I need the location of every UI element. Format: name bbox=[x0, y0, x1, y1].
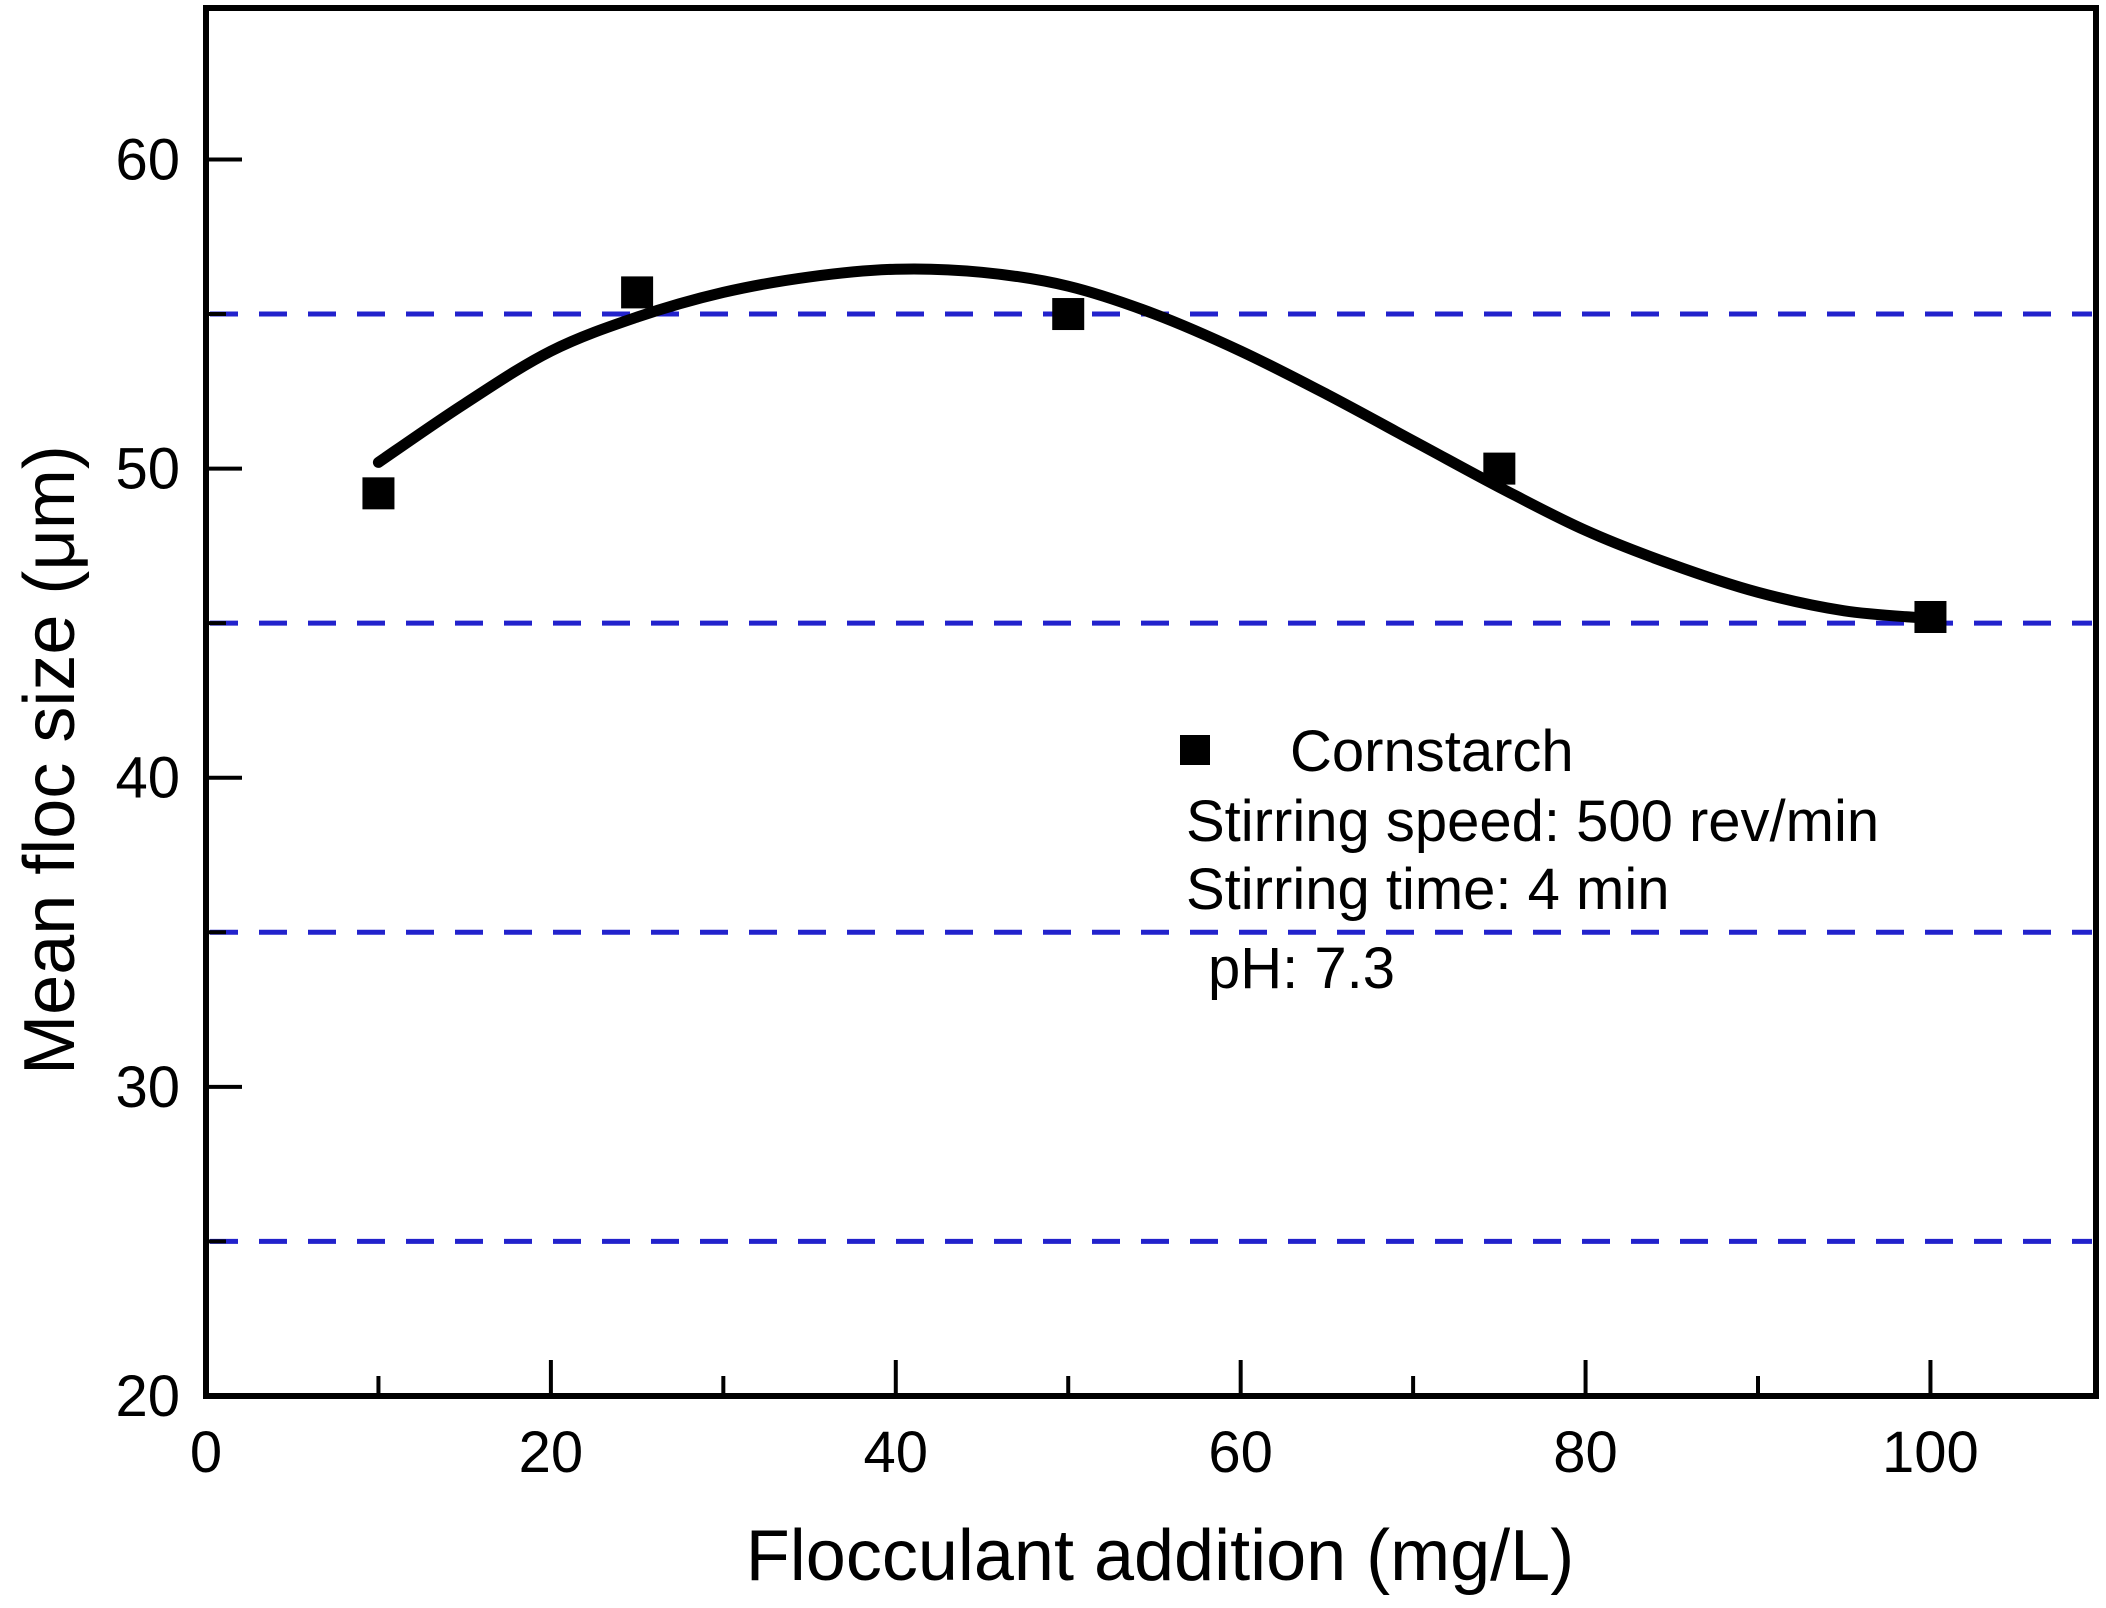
annotation-line: Stirring speed: 500 rev/min bbox=[1186, 789, 1879, 854]
data-points bbox=[362, 276, 1947, 633]
x-tick-label: 20 bbox=[519, 1420, 584, 1485]
x-tick-label: 40 bbox=[864, 1420, 929, 1485]
data-point-square bbox=[1483, 452, 1516, 485]
x-tick-label: 100 bbox=[1882, 1420, 1979, 1485]
annotation-line: Stirring time: 4 min bbox=[1186, 857, 1669, 922]
reference-dashed-lines bbox=[210, 311, 2092, 1244]
x-tick-label: 0 bbox=[190, 1420, 222, 1485]
fit-curve-path bbox=[372, 263, 1936, 624]
data-point-square bbox=[362, 477, 395, 510]
plot-border bbox=[203, 5, 2099, 1399]
y-tick-label: 60 bbox=[115, 127, 180, 192]
fit-curve bbox=[372, 263, 1936, 624]
x-tick-label: 60 bbox=[1208, 1420, 1273, 1485]
y-tick-labels: 20 30 40 50 60 bbox=[115, 127, 180, 1429]
y-tick-label: 50 bbox=[115, 437, 180, 502]
y-tick-label: 30 bbox=[115, 1055, 180, 1120]
y-tick-label: 20 bbox=[115, 1364, 180, 1429]
y-tick-label: 40 bbox=[115, 746, 180, 811]
data-point-square bbox=[621, 276, 654, 309]
x-axis-title: Flocculant addition (mg/L) bbox=[746, 1516, 1574, 1596]
axis-ticks bbox=[204, 157, 1933, 1398]
legend-label: Cornstarch bbox=[1290, 719, 1574, 784]
plot-frame bbox=[203, 5, 2099, 1399]
y-axis-title: Mean floc size (μm) bbox=[10, 445, 90, 1075]
annotation-line: pH: 7.3 bbox=[1208, 936, 1395, 1001]
x-tick-label: 80 bbox=[1553, 1420, 1618, 1485]
x-tick-labels: 0 20 40 60 80 100 bbox=[190, 1420, 1979, 1485]
data-point-square bbox=[1914, 600, 1947, 633]
legend-marker-square bbox=[1180, 735, 1210, 765]
data-point-square bbox=[1052, 298, 1085, 331]
